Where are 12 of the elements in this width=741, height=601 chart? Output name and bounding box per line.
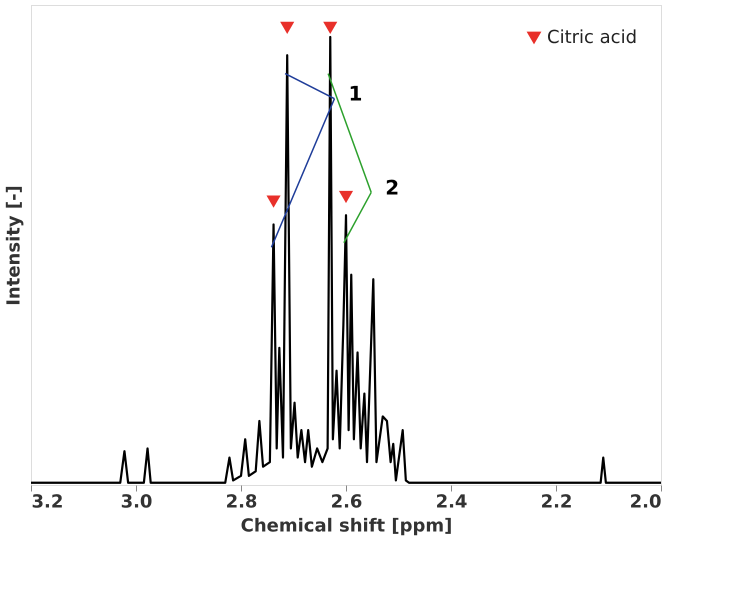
x-tick-label: 2.6 (330, 492, 362, 512)
annotation: 2 (385, 175, 400, 200)
x-tick-label: 2.0 (630, 492, 662, 512)
y-axis-title: Intensity [-] (4, 185, 24, 306)
x-tick-label: 2.8 (226, 492, 258, 512)
x-tick-label: 3.2 (32, 492, 64, 512)
legend-label: Citric acid (547, 27, 637, 48)
x-tick-label: 3.0 (120, 492, 152, 512)
x-tick-label: 2.2 (540, 492, 572, 512)
annotation: 1 (348, 82, 362, 106)
x-tick-label: 2.4 (436, 492, 468, 512)
x-axis-title: Chemical shift [ppm] (240, 516, 452, 536)
